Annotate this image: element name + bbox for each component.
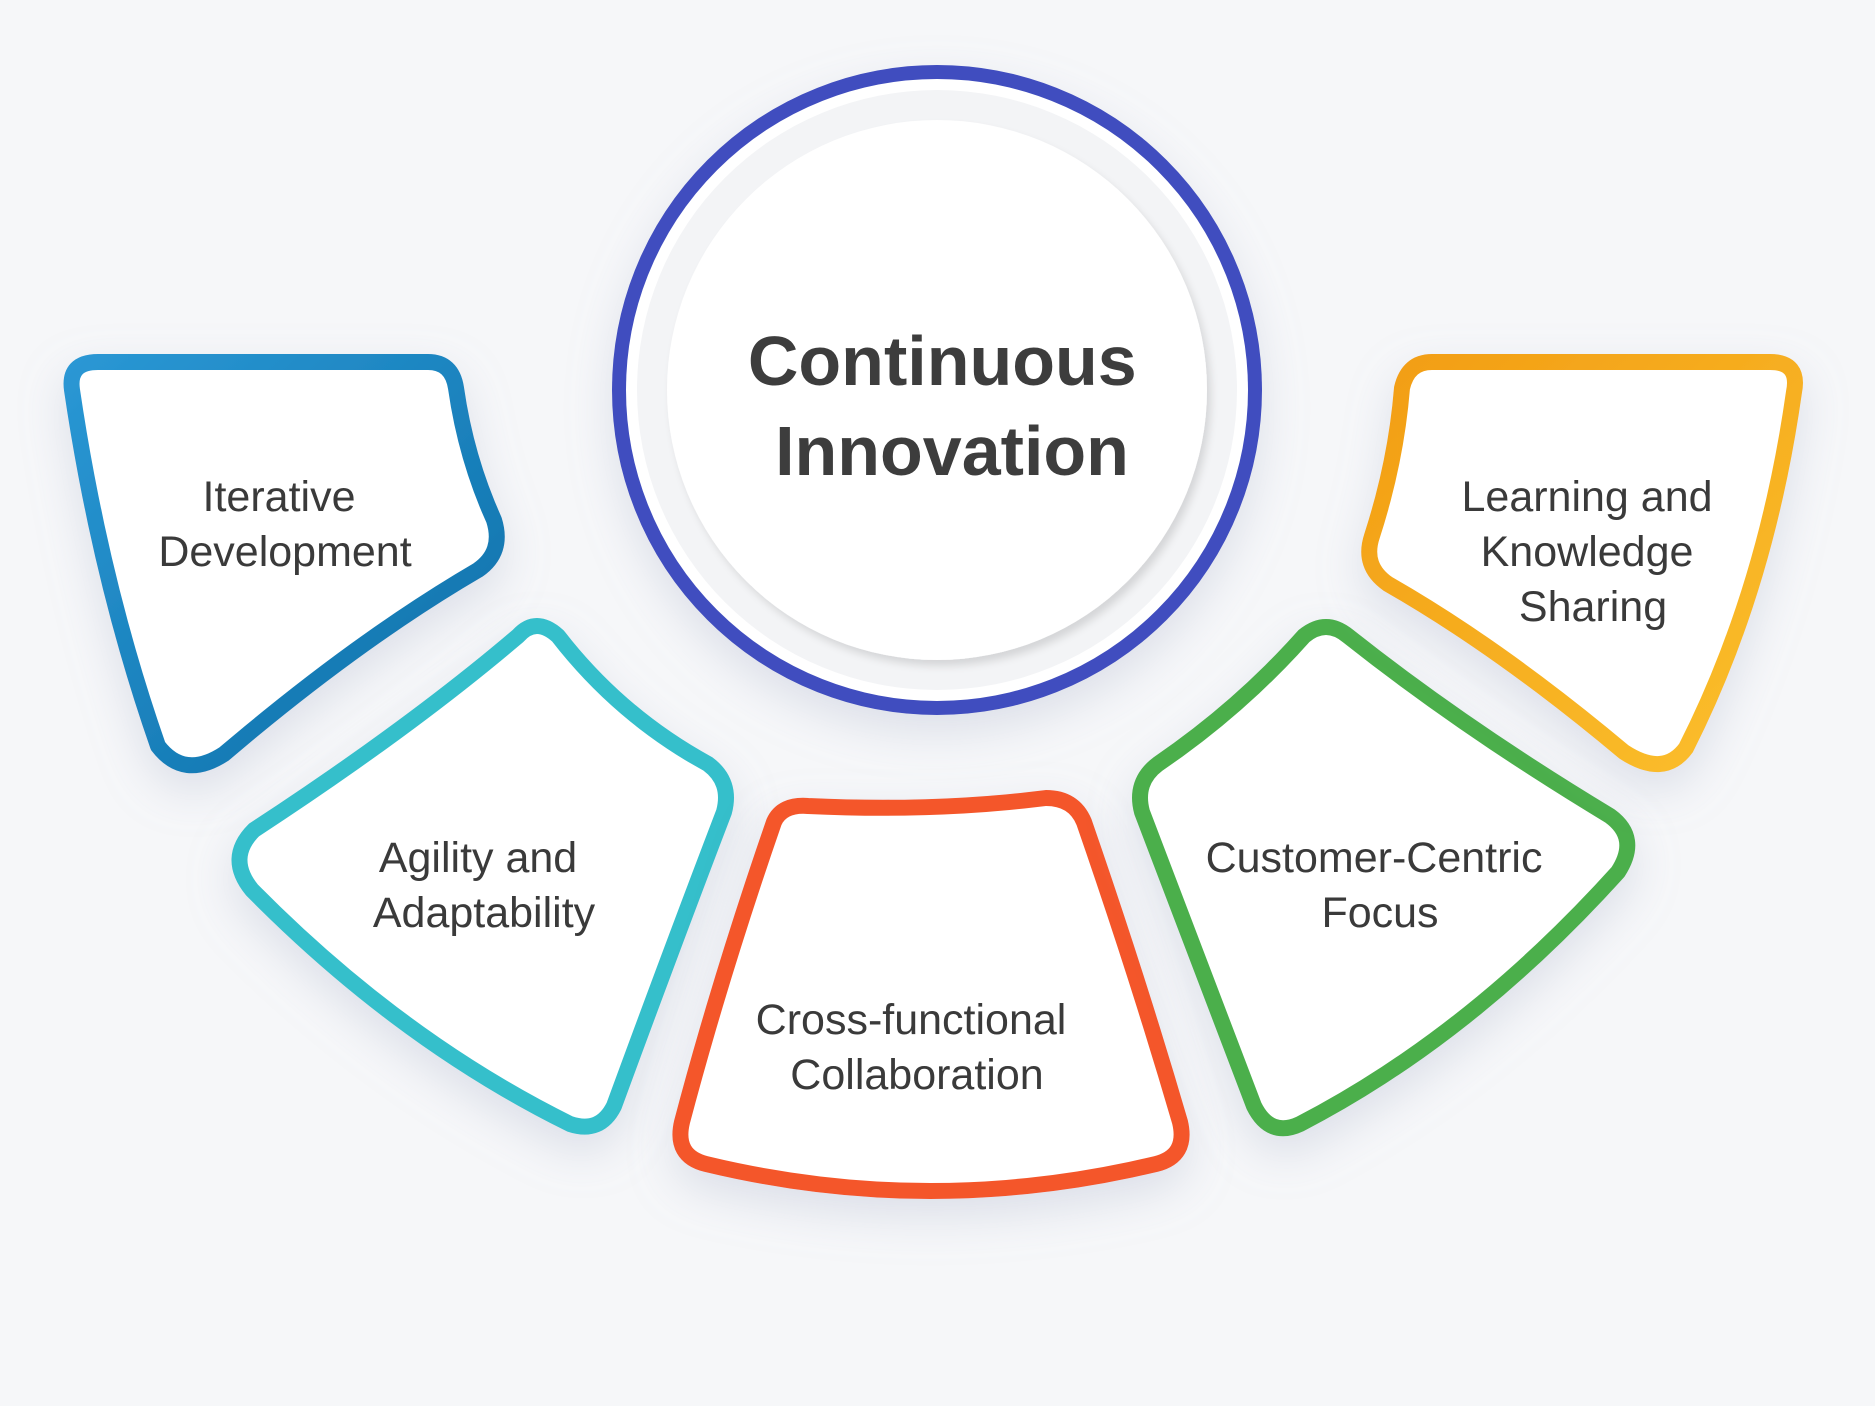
segment-label: Customer-Centric Focus (1206, 834, 1555, 937)
segment-label-line: Collaboration (790, 1051, 1043, 1099)
segment-agility-adaptability: Agility and Adaptability (231, 618, 734, 1135)
segment-label-line: Sharing (1519, 583, 1667, 631)
segment-label-line: Focus (1321, 889, 1438, 937)
segment-cross-functional-collaboration: Cross-functional Collaboration (672, 790, 1190, 1199)
segment-label-line: Knowledge (1481, 528, 1694, 576)
center-title-line: Innovation (775, 412, 1129, 490)
segment-shape (672, 790, 1190, 1199)
segment-iterative-development: Iterative Development (63, 354, 505, 774)
segment-label-line: Iterative (203, 473, 356, 521)
segment-label-line: Adaptability (373, 889, 596, 937)
center-title-line: Continuous (748, 322, 1137, 400)
segment-label-line: Agility and (379, 834, 577, 882)
segment-label: Learning and Knowledge Sharing (1461, 473, 1724, 631)
segment-label: Iterative Development (158, 473, 411, 576)
segment-label-line: Development (158, 528, 411, 576)
segment-label-line: Cross-functional (756, 996, 1067, 1044)
segment-label-line: Learning and (1461, 473, 1712, 521)
segment-customer-centric-focus: Customer-Centric Focus (1132, 619, 1636, 1137)
center-node: Continuous Innovation (612, 65, 1262, 715)
center-disc (667, 120, 1207, 660)
segment-label: Agility and Adaptability (373, 834, 596, 937)
segment-learning-knowledge-sharing: Learning and Knowledge Sharing (1361, 354, 1803, 773)
segment-label-line: Customer-Centric (1206, 834, 1543, 882)
segment-shape (231, 618, 734, 1135)
segment-shape (1132, 619, 1636, 1137)
center-title: Continuous Innovation (748, 322, 1156, 490)
segment-shape (1361, 354, 1803, 773)
segment-label: Cross-functional Collaboration (756, 996, 1079, 1099)
segment-shape (63, 354, 505, 774)
